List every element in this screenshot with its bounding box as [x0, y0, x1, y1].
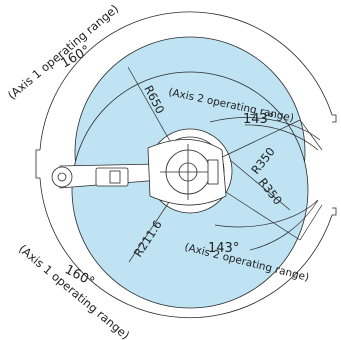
- axis2-angle-top-label: 143°: [243, 112, 274, 127]
- axis2-angle-bottom-label: 143°: [208, 241, 239, 256]
- axis1-boundary: [35, 11, 337, 319]
- robot-arm: [51, 139, 227, 206]
- axis2-arcs: [209, 117, 321, 251]
